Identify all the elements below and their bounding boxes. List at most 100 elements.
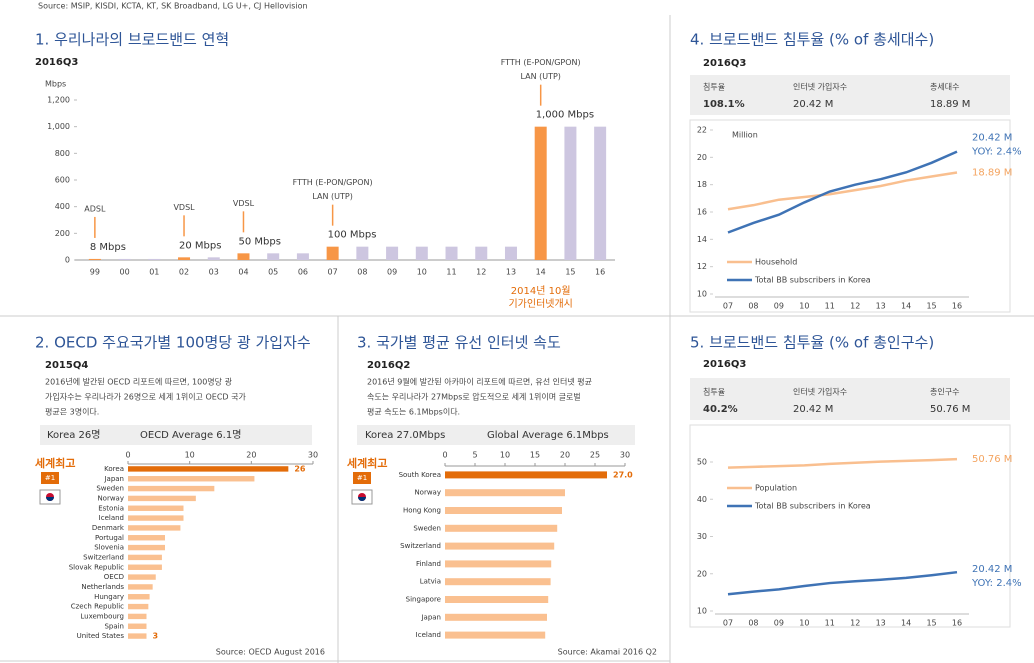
line: [727, 171, 958, 211]
category-label: Hungary: [94, 593, 124, 601]
x-tick-label: 07: [723, 302, 733, 311]
annotation: LAN (UTP): [520, 72, 560, 81]
bar: [128, 485, 215, 492]
y-tick-label: 30: [697, 532, 707, 541]
stats-band: [690, 75, 1010, 115]
x-tick-label: 15: [926, 302, 936, 311]
bar: [128, 603, 149, 610]
x-tick-label: 12: [850, 302, 860, 311]
y-tick-label: 20: [697, 569, 707, 578]
category-label: Switzerland: [400, 542, 441, 550]
end-label: YOY: 2.4%: [971, 578, 1022, 589]
bar: [128, 525, 181, 531]
chart-title: 4. 브로드밴드 침투율 (% of 총세대수): [690, 31, 934, 49]
legend-label: Household: [755, 258, 797, 267]
x-tick-label: 09: [387, 268, 397, 277]
stats-value: 20.42 M: [793, 404, 833, 415]
category-label: Switzerland: [83, 553, 124, 561]
data-label: 20 Mbps: [179, 240, 221, 251]
band-label: Korea 27.0Mbps: [365, 430, 445, 441]
x-tick-label: 07: [723, 619, 733, 628]
category-label: Norway: [97, 494, 124, 502]
chart-title: 3. 국가별 평균 유선 인터넷 속도: [357, 334, 561, 352]
x-tick-label: 02: [179, 268, 189, 277]
x-tick-label: 99: [90, 268, 100, 277]
y-tick-label: 0: [65, 256, 70, 265]
y-tick-label: 1,000: [47, 122, 70, 131]
x-tick-label: 06: [298, 268, 308, 277]
annotation: 기가인터넷개시: [508, 298, 572, 310]
bar: [128, 544, 165, 551]
bar: [128, 564, 162, 570]
data-label: 26: [294, 464, 306, 473]
data-label: 27.0: [613, 470, 633, 479]
bar: [237, 253, 250, 260]
bar: [128, 466, 289, 472]
bar: [128, 623, 147, 629]
bar: [128, 633, 147, 639]
category-label: Sweden: [96, 485, 124, 493]
bar: [326, 246, 339, 260]
x-tick-label: 15: [565, 268, 575, 277]
x-tick-label: 0: [442, 451, 447, 460]
bar: [128, 495, 196, 502]
paragraph: 평균 속도는 6.1Mbps이다.: [367, 407, 460, 417]
x-tick-label: 25: [590, 451, 600, 460]
category-label: Luxembourg: [80, 612, 124, 620]
stats-header: 침투율: [703, 83, 725, 92]
category-label: Slovenia: [94, 544, 124, 552]
y-tick-label: 16: [697, 208, 707, 217]
annotation: VDSL: [233, 199, 255, 208]
x-tick-label: 05: [268, 268, 278, 277]
legend-label: Total BB subscribers in Korea: [754, 276, 871, 285]
category-label: Netherlands: [81, 583, 124, 591]
flag-icon: [353, 472, 371, 484]
data-label: 100 Mbps: [328, 230, 377, 241]
x-tick-label: 09: [774, 619, 784, 628]
bar: [445, 596, 549, 603]
band-label: Korea 26명: [47, 429, 100, 441]
x-tick-label: 13: [876, 302, 886, 311]
bar: [128, 515, 184, 521]
x-tick-label: 00: [119, 268, 129, 277]
y-tick-label: 10: [697, 607, 707, 616]
legend-label: Total BB subscribers in Korea: [754, 502, 871, 511]
y-tick-label: 1,200: [47, 96, 70, 105]
category-label: Iceland: [416, 631, 441, 639]
x-tick-label: 13: [506, 268, 516, 277]
bar: [178, 257, 191, 260]
bar: [88, 258, 101, 260]
x-tick-label: 08: [748, 619, 758, 628]
x-tick-label: 07: [328, 268, 338, 277]
bar: [128, 505, 184, 511]
bar: [128, 535, 165, 541]
paragraph: 가입자수는 우리나라가 26명으로 세계 1위이고 OECD 국가: [45, 392, 246, 402]
x-tick-label: 12: [850, 619, 860, 628]
y-tick-label: 18: [697, 180, 707, 189]
end-label: 20.42 M: [972, 564, 1012, 575]
bar: [128, 584, 153, 590]
chart-frame: [689, 119, 1011, 313]
x-tick-label: 11: [825, 302, 835, 311]
chart-subtitle: 2016Q3: [35, 57, 78, 68]
data-label: 1,000 Mbps: [536, 110, 594, 121]
x-tick-label: 08: [357, 268, 367, 277]
chart-title: 1. 우리나라의 브로드밴드 연혁: [35, 31, 229, 49]
y-tick-label: 20: [697, 153, 707, 162]
annotation: LAN (UTP): [312, 192, 352, 201]
chart-subtitle: 2016Q2: [367, 360, 410, 371]
category-label: South Korea: [399, 471, 441, 479]
x-tick-label: 09: [774, 302, 784, 311]
x-tick-label: 16: [952, 302, 962, 311]
paragraph: 2016년에 발간된 OECD 리포트에 따르면, 100명당 광: [45, 377, 233, 387]
bar: [504, 246, 517, 260]
kr-flag-mark: [46, 497, 54, 501]
end-label: 18.89 M: [972, 168, 1012, 179]
x-tick-label: 14: [901, 302, 911, 311]
bar: [445, 507, 562, 514]
category-label: OECD: [104, 573, 124, 581]
bar: [128, 594, 150, 600]
stats-value: 108.1%: [703, 99, 745, 110]
x-tick-label: 30: [620, 451, 630, 460]
